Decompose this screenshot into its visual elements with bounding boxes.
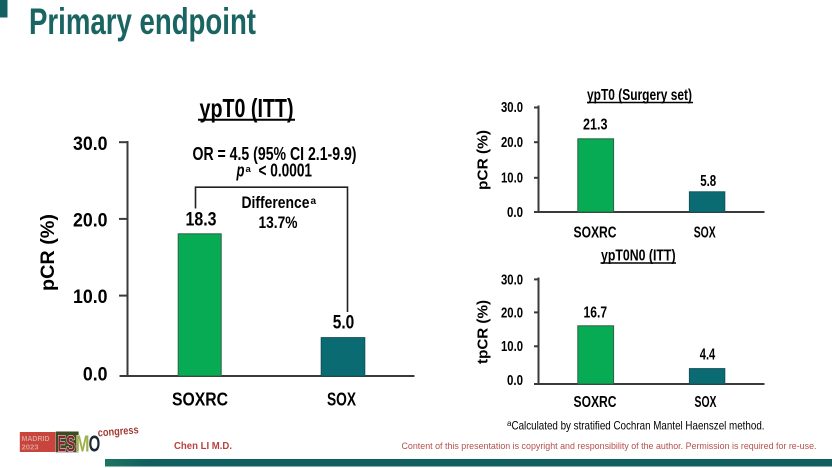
svg-text:0.0: 0.0 bbox=[83, 363, 108, 385]
svg-text:SOX: SOX bbox=[327, 389, 356, 410]
svg-text:10.0: 10.0 bbox=[501, 339, 523, 355]
svg-text:SOXRC: SOXRC bbox=[172, 389, 228, 410]
svg-text:2023: 2023 bbox=[22, 445, 39, 452]
svg-text:Content of this presentation i: Content of this presentation is copyrigh… bbox=[402, 441, 817, 452]
svg-text:a: a bbox=[507, 419, 512, 428]
svg-text:SOX: SOX bbox=[695, 394, 717, 411]
svg-text:Calculated by stratified Cochr: Calculated by stratified Cochran Mantel … bbox=[512, 419, 765, 433]
svg-text:ypT0N0 (ITT): ypT0N0 (ITT) bbox=[601, 248, 676, 265]
svg-text:SOXRC: SOXRC bbox=[574, 394, 617, 411]
svg-text:SOX: SOX bbox=[694, 225, 716, 242]
svg-text:Chen LI M.D.: Chen LI M.D. bbox=[174, 440, 232, 452]
svg-text:30.0: 30.0 bbox=[501, 100, 523, 116]
svg-text:13.7%: 13.7% bbox=[259, 213, 298, 232]
svg-text:Difference: Difference bbox=[242, 193, 310, 212]
svg-text:5.8: 5.8 bbox=[700, 173, 716, 190]
svg-text:p: p bbox=[236, 161, 245, 181]
svg-text:10.0: 10.0 bbox=[501, 171, 523, 187]
svg-text:a: a bbox=[246, 164, 252, 175]
svg-text:18.3: 18.3 bbox=[186, 210, 217, 231]
svg-text:0.0: 0.0 bbox=[507, 205, 523, 221]
svg-text:30.0: 30.0 bbox=[501, 272, 523, 288]
svg-text:4.4: 4.4 bbox=[700, 347, 716, 364]
svg-text:SOXRC: SOXRC bbox=[574, 225, 617, 242]
svg-text:21.3: 21.3 bbox=[583, 116, 608, 133]
svg-text:30.0: 30.0 bbox=[73, 133, 108, 155]
svg-text:16.7: 16.7 bbox=[584, 305, 608, 322]
svg-text:OR = 4.5 (95% CI 2.1-9.9): OR = 4.5 (95% CI 2.1-9.9) bbox=[193, 144, 357, 164]
svg-text:5.0: 5.0 bbox=[333, 313, 355, 334]
svg-text:ypT0 (ITT): ypT0 (ITT) bbox=[200, 93, 294, 123]
svg-text:congress: congress bbox=[97, 424, 139, 439]
svg-text:0.0: 0.0 bbox=[507, 373, 523, 389]
svg-text:MADRID: MADRID bbox=[22, 436, 50, 443]
svg-text:a: a bbox=[311, 196, 317, 207]
svg-text:pCR (%): pCR (%) bbox=[475, 130, 492, 190]
svg-text:E: E bbox=[58, 431, 67, 457]
svg-text:M: M bbox=[76, 431, 90, 457]
svg-text:tpCR (%): tpCR (%) bbox=[475, 300, 492, 364]
svg-text:20.0: 20.0 bbox=[501, 135, 523, 151]
svg-text:ypT0 (Surgery set): ypT0 (Surgery set) bbox=[587, 87, 692, 104]
svg-text:pCR (%): pCR (%) bbox=[37, 214, 59, 291]
svg-text:S: S bbox=[66, 431, 76, 457]
svg-text:20.0: 20.0 bbox=[73, 210, 108, 232]
svg-text:10.0: 10.0 bbox=[73, 286, 108, 308]
svg-text:O: O bbox=[89, 431, 101, 457]
svg-text:20.0: 20.0 bbox=[501, 305, 523, 321]
svg-text:< 0.0001: < 0.0001 bbox=[259, 161, 313, 181]
svg-text:Primary endpoint: Primary endpoint bbox=[29, 1, 256, 42]
